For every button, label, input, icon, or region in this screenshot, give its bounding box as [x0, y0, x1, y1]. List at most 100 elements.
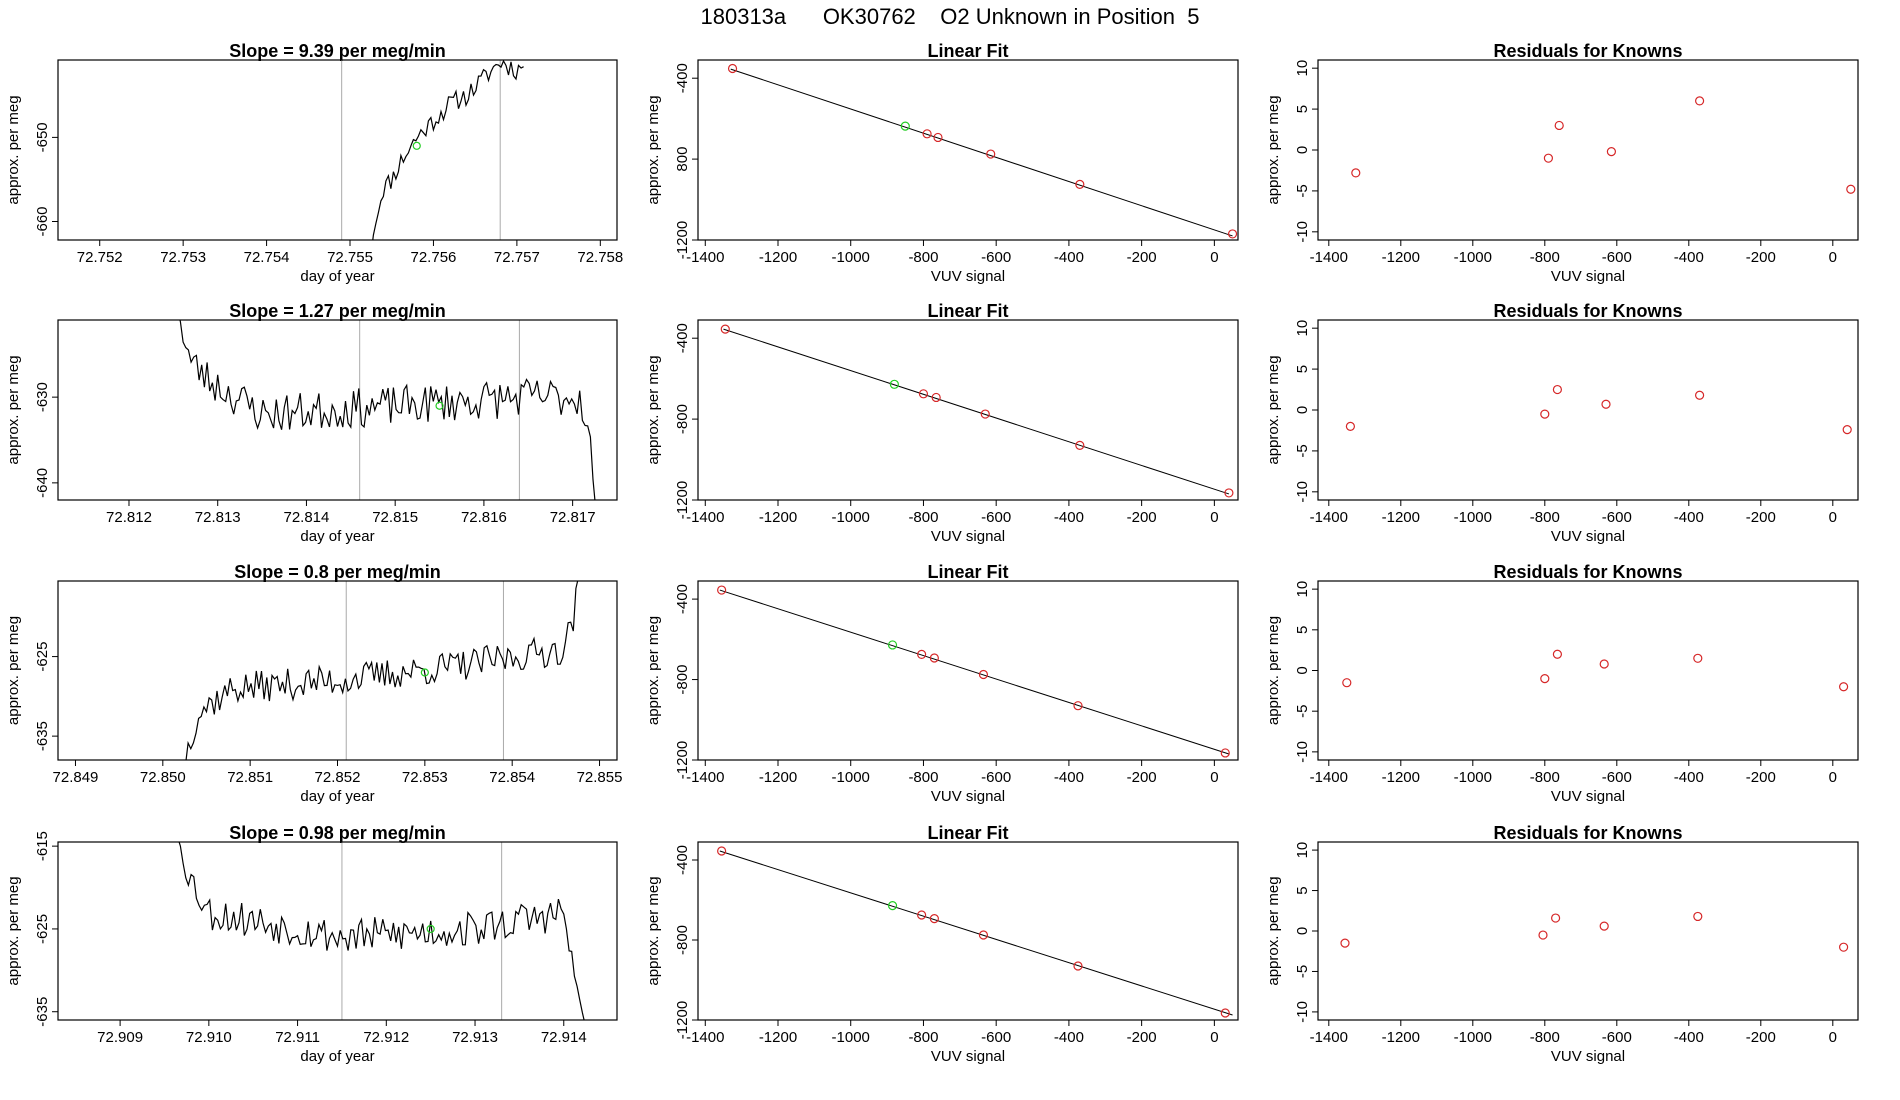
y-tick-label: 0	[1294, 146, 1311, 154]
plot-frame	[697, 59, 1239, 241]
x-tick-label: -800	[1530, 769, 1560, 786]
y-axis-label: approx. per meg	[645, 876, 662, 985]
x-tick-label: 72.812	[106, 509, 152, 526]
x-tick-label: 72.815	[372, 509, 418, 526]
x-tick-label: -800	[908, 509, 938, 526]
y-tick-label: -1200	[674, 741, 691, 779]
x-tick-label: -1400	[686, 509, 724, 526]
known-data-point	[1838, 682, 1849, 692]
y-tick-label: -5	[1294, 705, 1311, 718]
x-tick-label: -600	[1602, 1029, 1632, 1046]
known-data-point	[717, 846, 727, 856]
y-tick-label: -635	[34, 997, 51, 1027]
known-data-point	[1606, 147, 1617, 157]
known-data-point	[1693, 653, 1703, 663]
y-axis-label: approx. per meg	[5, 355, 22, 464]
known-data-point	[1345, 421, 1356, 431]
y-tick-label: 10	[1294, 60, 1311, 77]
x-tick-label: 0	[1210, 509, 1218, 526]
x-tick-label: -600	[1602, 509, 1632, 526]
x-tick-label: -1400	[1310, 509, 1348, 526]
x-tick-label: 72.851	[227, 769, 273, 786]
unknown-data-point	[412, 141, 421, 150]
x-tick-label: 0	[1829, 509, 1837, 526]
y-tick-label: -10	[1294, 741, 1311, 763]
plot-title: Slope = 1.27 per meg/min	[229, 301, 446, 321]
known-data-point	[1842, 425, 1852, 435]
plot-frame	[57, 841, 618, 1021]
y-tick-label: -1200	[674, 221, 691, 259]
x-axis-label: VUV signal	[1551, 268, 1625, 285]
x-tick-label: -1200	[759, 1029, 797, 1046]
x-tick-label: -800	[1530, 249, 1560, 266]
x-tick-label: -1400	[1310, 249, 1348, 266]
y-tick-label: 10	[1294, 581, 1311, 598]
y-tick-label: -800	[674, 665, 691, 695]
unknown-data-point	[887, 640, 898, 650]
y-tick-label: -615	[34, 831, 51, 861]
y-tick-label: -400	[674, 63, 691, 93]
y-tick-label: -630	[34, 382, 51, 412]
x-tick-label: -1000	[832, 769, 870, 786]
known-data-point	[1694, 390, 1705, 400]
x-tick-label: -200	[1746, 769, 1776, 786]
regression-line	[719, 589, 1230, 755]
known-data-point	[1543, 153, 1554, 163]
data-series-line	[185, 581, 579, 760]
known-data-point	[1227, 229, 1238, 239]
x-tick-label: -800	[908, 769, 938, 786]
y-tick-label: 800	[674, 147, 691, 172]
x-axis-label: VUV signal	[1551, 528, 1625, 545]
y-tick-label: 10	[1294, 842, 1311, 859]
y-axis-label: approx. per meg	[1265, 616, 1282, 725]
y-tick-label: -400	[674, 584, 691, 614]
x-axis-label: day of year	[300, 1048, 374, 1065]
y-tick-label: -625	[34, 642, 51, 672]
known-data-point	[1075, 440, 1085, 450]
known-data-point	[1599, 659, 1609, 669]
y-axis-label: approx. per meg	[645, 616, 662, 725]
page-title: 180313a OK30762 O2 Unknown in Position 5	[700, 4, 1200, 29]
x-tick-label: -200	[1127, 1029, 1157, 1046]
known-data-point	[1538, 930, 1548, 940]
x-tick-label: -1000	[832, 1029, 870, 1046]
known-data-point	[1554, 120, 1564, 131]
x-tick-label: 72.909	[97, 1029, 143, 1046]
plot-title: Linear Fit	[927, 562, 1008, 582]
known-data-point	[1552, 384, 1563, 395]
x-tick-label: -600	[1602, 769, 1632, 786]
y-tick-label: -650	[34, 122, 51, 152]
x-tick-label: 72.757	[494, 249, 540, 266]
unknown-data-point	[420, 668, 429, 677]
x-tick-label: -1000	[1454, 769, 1492, 786]
x-axis-label: day of year	[300, 528, 374, 545]
y-axis-label: approx. per meg	[5, 95, 22, 204]
plot-frame	[1317, 841, 1859, 1021]
y-axis-label: approx. per meg	[5, 876, 22, 985]
x-tick-label: -400	[1054, 1029, 1084, 1046]
x-axis-label: VUV signal	[931, 788, 1005, 805]
known-data-point	[1342, 678, 1352, 688]
y-tick-label: -10	[1294, 221, 1311, 243]
x-tick-label: 0	[1829, 769, 1837, 786]
plot-title: Linear Fit	[927, 41, 1008, 61]
x-tick-label: -1000	[1454, 1029, 1492, 1046]
x-tick-label: 72.854	[489, 769, 535, 786]
x-tick-label: 72.911	[275, 1029, 320, 1046]
x-tick-label: 72.849	[53, 769, 99, 786]
x-axis-label: VUV signal	[1551, 788, 1625, 805]
known-data-point	[929, 913, 939, 924]
x-tick-label: -1200	[1382, 769, 1420, 786]
plot-frame	[57, 580, 618, 761]
x-tick-label: -200	[1127, 509, 1157, 526]
x-tick-label: 72.813	[195, 509, 241, 526]
x-tick-label: -1000	[832, 249, 870, 266]
x-tick-label: 72.816	[461, 509, 507, 526]
x-tick-label: -1400	[686, 769, 724, 786]
y-axis-label: approx. per meg	[1265, 876, 1282, 985]
x-tick-label: -400	[1054, 249, 1084, 266]
x-tick-label: 72.910	[186, 1029, 232, 1046]
x-tick-label: -800	[908, 1029, 938, 1046]
x-tick-label: -200	[1746, 509, 1776, 526]
